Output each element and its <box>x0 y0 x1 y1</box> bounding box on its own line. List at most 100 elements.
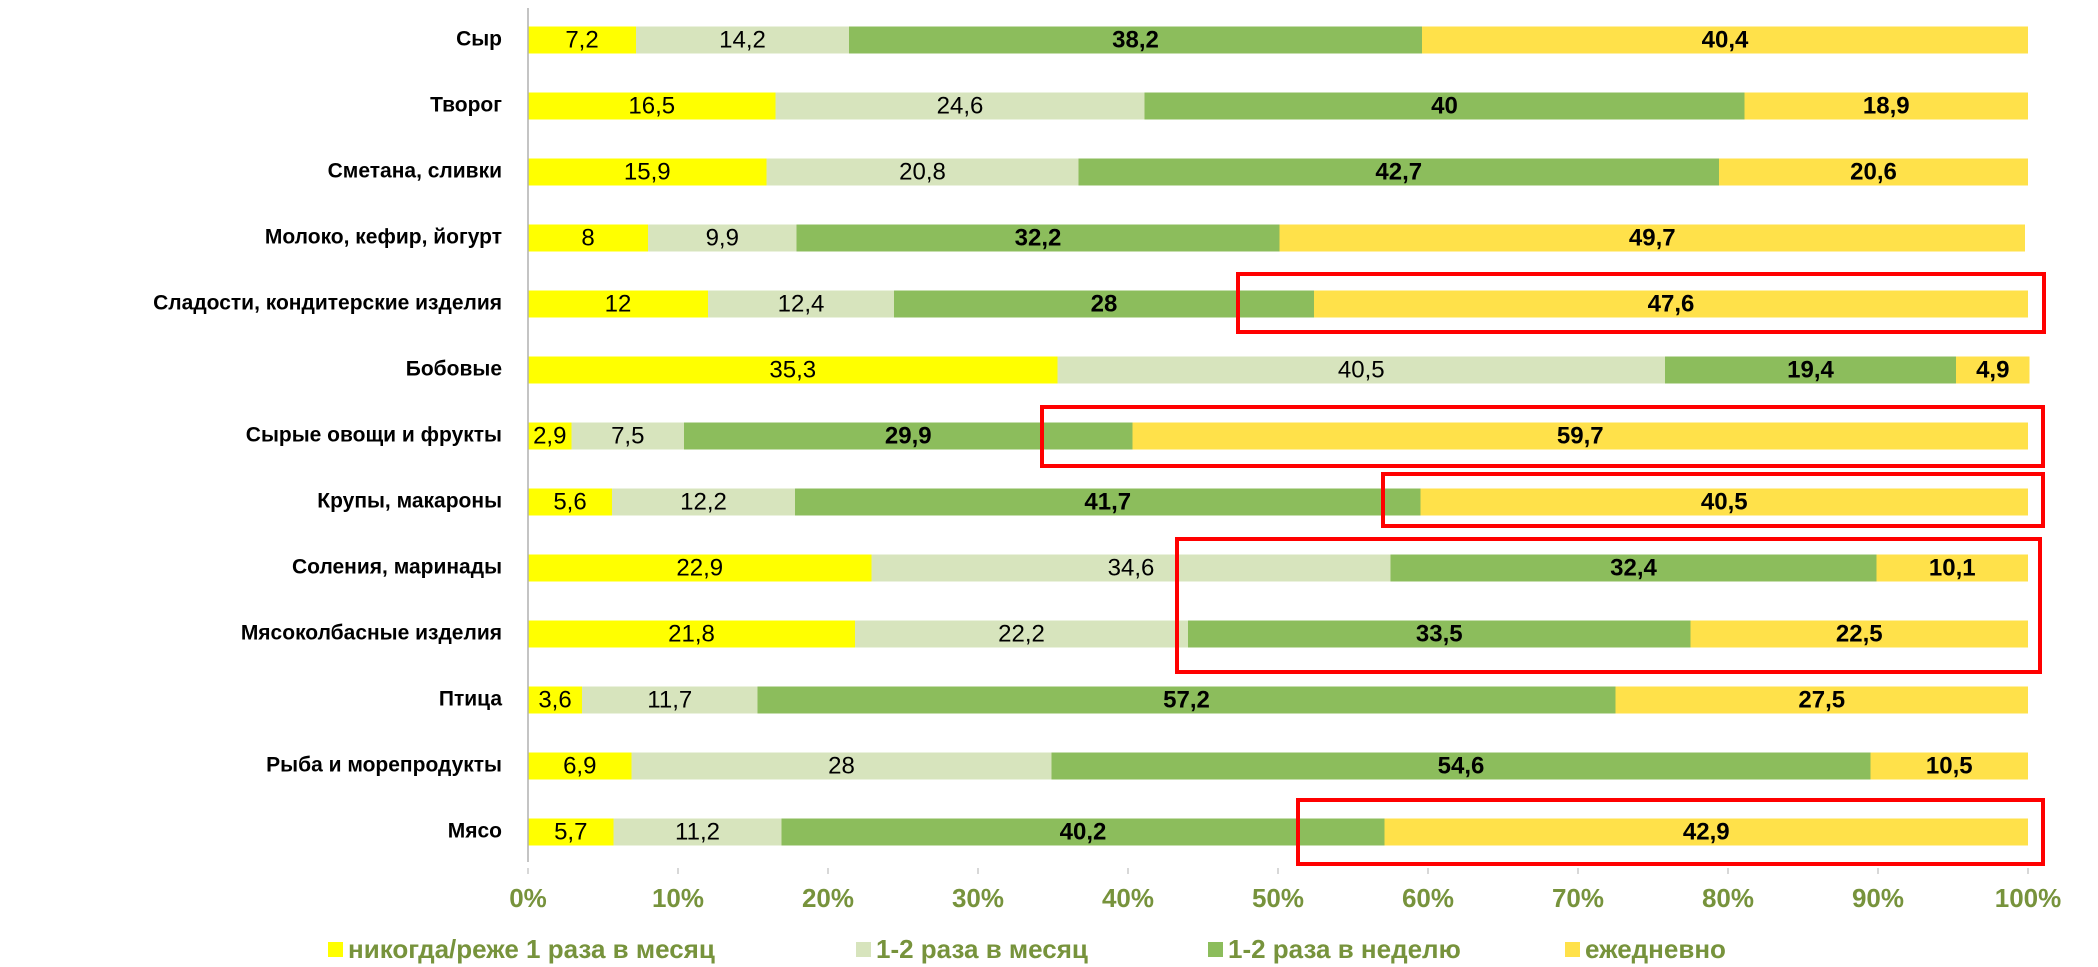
value-label: 40,2 <box>1060 818 1107 845</box>
bar-segment <box>1188 620 1691 648</box>
bar-segment <box>612 488 795 516</box>
value-label: 47,6 <box>1648 290 1695 317</box>
bar-segment <box>855 620 1188 648</box>
bar-segment <box>1422 26 2028 54</box>
bar-segment <box>631 752 1052 780</box>
bar-segment <box>757 686 1616 714</box>
value-label: 22,5 <box>1836 620 1883 647</box>
bar-segment <box>1420 488 2028 516</box>
bar-segment <box>795 488 1421 516</box>
value-label: 40,5 <box>1338 356 1385 383</box>
bar-segment <box>528 290 708 318</box>
value-label: 4,9 <box>1976 356 2009 383</box>
bar-segment <box>1690 620 2028 648</box>
value-label: 29,9 <box>885 422 932 449</box>
x-tick-label: 70% <box>1552 883 1604 913</box>
bar-segment <box>613 818 782 846</box>
value-label: 8 <box>581 224 594 251</box>
highlight-box <box>1381 472 2045 528</box>
category-label: Мясо <box>448 820 502 843</box>
bar-segment <box>528 488 612 516</box>
value-label: 11,7 <box>647 686 692 713</box>
value-label: 21,8 <box>668 620 715 647</box>
bar-segment <box>528 752 632 780</box>
legend-swatch <box>1208 942 1223 957</box>
value-label: 20,6 <box>1850 158 1897 185</box>
x-tick-label: 10% <box>652 883 704 913</box>
x-tick-label: 40% <box>1102 883 1154 913</box>
value-label: 14,2 <box>719 26 766 53</box>
highlight-box <box>1040 405 2045 468</box>
bar-segment <box>528 158 767 186</box>
bar-segment <box>571 422 684 450</box>
category-label: Сметана, сливки <box>328 160 502 183</box>
legend-label: 1-2 раза в месяц <box>876 934 1088 964</box>
bar-segment <box>796 224 1280 252</box>
value-label: 20,8 <box>899 158 946 185</box>
category-label: Сырые овощи и фрукты <box>246 424 502 447</box>
bar-segment <box>684 422 1133 450</box>
value-label: 34,6 <box>1108 554 1155 581</box>
value-label: 6,9 <box>563 752 596 779</box>
bar-segment <box>1956 356 2030 384</box>
bar-segment <box>528 620 855 648</box>
value-label: 40 <box>1431 92 1458 119</box>
bar-segment <box>648 224 797 252</box>
bar-segment <box>528 356 1058 384</box>
value-label: 19,4 <box>1787 356 1834 383</box>
category-label: Молоко, кефир, йогурт <box>265 226 502 249</box>
value-label: 11,2 <box>675 818 720 845</box>
x-tick-label: 0% <box>509 883 547 913</box>
bar-segment <box>1132 422 2028 450</box>
bar-segment <box>528 92 776 120</box>
x-tick-label: 100% <box>1995 883 2062 913</box>
bar-segment <box>708 290 894 318</box>
bar-segment <box>528 818 614 846</box>
bar-segment <box>766 158 1079 186</box>
bar-segment <box>528 26 636 54</box>
value-label: 7,5 <box>611 422 644 449</box>
value-label: 57,2 <box>1163 686 1210 713</box>
bar-segment <box>582 686 758 714</box>
category-label: Бобовые <box>406 358 502 381</box>
x-tick-label: 90% <box>1852 883 1904 913</box>
value-label: 27,5 <box>1798 686 1845 713</box>
value-label: 10,1 <box>1929 554 1976 581</box>
bar-segment <box>1870 752 2028 780</box>
bar-segment <box>528 686 582 714</box>
value-label: 28 <box>1091 290 1118 317</box>
value-label: 35,3 <box>769 356 816 383</box>
value-label: 32,4 <box>1610 554 1657 581</box>
value-label: 15,9 <box>624 158 671 185</box>
bar-segment <box>528 422 572 450</box>
bar-segment <box>849 26 1422 54</box>
legend-swatch <box>1565 942 1580 957</box>
value-label: 10,5 <box>1926 752 1973 779</box>
value-label: 2,9 <box>533 422 566 449</box>
bar-segment <box>528 224 648 252</box>
category-label: Соления, маринады <box>292 556 502 579</box>
bar-segment <box>1144 92 1745 120</box>
value-label: 12,4 <box>778 290 825 317</box>
category-label: Птица <box>439 688 502 711</box>
x-tick-label: 30% <box>952 883 1004 913</box>
legend-label: никогда/реже 1 раза в месяц <box>348 934 715 964</box>
category-label: Рыба и морепродукты <box>266 754 502 777</box>
highlight-box <box>1175 537 2042 674</box>
category-label: Творог <box>430 94 502 117</box>
bar-segment <box>1665 356 1956 384</box>
legend-label: 1-2 раза в неделю <box>1228 934 1461 964</box>
value-label: 38,2 <box>1112 26 1159 53</box>
highlight-box <box>1236 272 2046 334</box>
legend-swatch <box>856 942 871 957</box>
value-label: 28 <box>828 752 855 779</box>
value-label: 32,2 <box>1015 224 1062 251</box>
bar-segment <box>1279 224 2025 252</box>
value-label: 9,9 <box>706 224 739 251</box>
value-label: 49,7 <box>1629 224 1676 251</box>
value-label: 33,5 <box>1416 620 1463 647</box>
bar-segment <box>1876 554 2028 582</box>
value-label: 54,6 <box>1438 752 1485 779</box>
value-label: 42,9 <box>1683 818 1730 845</box>
